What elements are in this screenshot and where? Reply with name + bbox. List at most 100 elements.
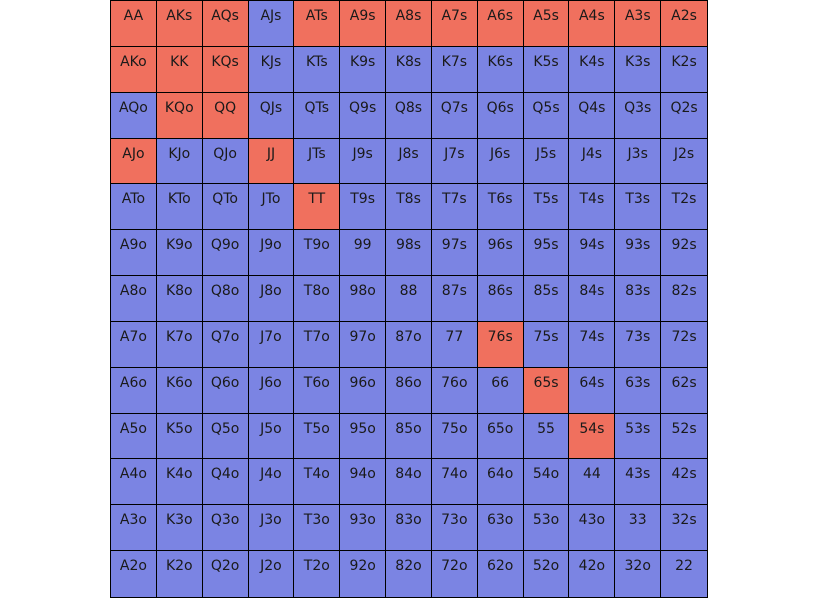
hand-cell-43s[interactable]: 43s [615,459,662,506]
hand-cell-73s[interactable]: 73s [615,321,662,368]
hand-cell-Q2o[interactable]: Q2o [202,551,249,597]
hand-cell-J3s[interactable]: J3s [615,138,662,185]
hand-cell-62o[interactable]: 62o [477,551,524,597]
hand-cell-T3o[interactable]: T3o [294,505,341,552]
hand-cell-A4s[interactable]: A4s [569,1,616,47]
hand-cell-Q9o[interactable]: Q9o [202,230,249,277]
hand-cell-Q6o[interactable]: Q6o [202,367,249,414]
hand-cell-KTo[interactable]: KTo [156,184,203,231]
hand-cell-J9s[interactable]: J9s [340,138,387,185]
hand-cell-A6o[interactable]: A6o [111,367,157,414]
hand-cell-T6o[interactable]: T6o [294,367,341,414]
hand-cell-A7o[interactable]: A7o [111,321,157,368]
hand-cell-86o[interactable]: 86o [386,367,432,414]
hand-cell-AQs[interactable]: AQs [202,1,249,47]
hand-cell-A8s[interactable]: A8s [386,1,432,47]
hand-cell-K2s[interactable]: K2s [661,46,707,93]
hand-cell-54o[interactable]: 54o [523,459,570,506]
hand-cell-82s[interactable]: 82s [661,276,707,322]
hand-cell-82o[interactable]: 82o [386,551,432,597]
hand-cell-83s[interactable]: 83s [615,276,662,322]
hand-cell-AKo[interactable]: AKo [111,46,157,93]
hand-cell-44[interactable]: 44 [569,459,616,506]
hand-cell-94o[interactable]: 94o [340,459,387,506]
hand-cell-74s[interactable]: 74s [569,321,616,368]
hand-cell-72o[interactable]: 72o [431,551,478,597]
hand-cell-AA[interactable]: AA [111,1,157,47]
hand-cell-A3s[interactable]: A3s [615,1,662,47]
hand-cell-T9o[interactable]: T9o [294,230,341,277]
hand-cell-66[interactable]: 66 [477,367,524,414]
hand-cell-A2o[interactable]: A2o [111,551,157,597]
hand-cell-98s[interactable]: 98s [386,230,432,277]
hand-cell-J5o[interactable]: J5o [248,413,295,460]
hand-cell-T8o[interactable]: T8o [294,276,341,322]
hand-cell-J6s[interactable]: J6s [477,138,524,185]
hand-cell-96o[interactable]: 96o [340,367,387,414]
hand-cell-65s[interactable]: 65s [523,367,570,414]
hand-cell-K4s[interactable]: K4s [569,46,616,93]
hand-cell-52o[interactable]: 52o [523,551,570,597]
hand-cell-Q7o[interactable]: Q7o [202,321,249,368]
hand-cell-K7o[interactable]: K7o [156,321,203,368]
hand-cell-33[interactable]: 33 [615,505,662,552]
hand-cell-J3o[interactable]: J3o [248,505,295,552]
hand-cell-TT[interactable]: TT [294,184,341,231]
hand-cell-63s[interactable]: 63s [615,367,662,414]
hand-cell-T7o[interactable]: T7o [294,321,341,368]
hand-cell-42s[interactable]: 42s [661,459,707,506]
hand-cell-AKs[interactable]: AKs [156,1,203,47]
hand-cell-T4o[interactable]: T4o [294,459,341,506]
hand-cell-73o[interactable]: 73o [431,505,478,552]
hand-cell-QJs[interactable]: QJs [248,92,295,139]
hand-cell-74o[interactable]: 74o [431,459,478,506]
hand-cell-87s[interactable]: 87s [431,276,478,322]
hand-cell-Q7s[interactable]: Q7s [431,92,478,139]
hand-cell-JTo[interactable]: JTo [248,184,295,231]
hand-cell-KJo[interactable]: KJo [156,138,203,185]
hand-cell-KJs[interactable]: KJs [248,46,295,93]
hand-cell-KTs[interactable]: KTs [294,46,341,93]
hand-cell-T8s[interactable]: T8s [386,184,432,231]
hand-cell-KK[interactable]: KK [156,46,203,93]
hand-cell-64o[interactable]: 64o [477,459,524,506]
hand-cell-QJo[interactable]: QJo [202,138,249,185]
hand-cell-K6o[interactable]: K6o [156,367,203,414]
hand-cell-85s[interactable]: 85s [523,276,570,322]
hand-cell-99[interactable]: 99 [340,230,387,277]
hand-cell-A3o[interactable]: A3o [111,505,157,552]
hand-cell-K4o[interactable]: K4o [156,459,203,506]
hand-cell-92s[interactable]: 92s [661,230,707,277]
hand-cell-QTo[interactable]: QTo [202,184,249,231]
hand-cell-K7s[interactable]: K7s [431,46,478,93]
hand-cell-T9s[interactable]: T9s [340,184,387,231]
hand-cell-52s[interactable]: 52s [661,413,707,460]
hand-cell-AQo[interactable]: AQo [111,92,157,139]
hand-cell-A7s[interactable]: A7s [431,1,478,47]
hand-cell-A5s[interactable]: A5s [523,1,570,47]
hand-cell-T2s[interactable]: T2s [661,184,707,231]
hand-cell-T5o[interactable]: T5o [294,413,341,460]
hand-cell-K2o[interactable]: K2o [156,551,203,597]
hand-cell-ATo[interactable]: ATo [111,184,157,231]
hand-cell-T7s[interactable]: T7s [431,184,478,231]
hand-cell-AJo[interactable]: AJo [111,138,157,185]
hand-cell-K8s[interactable]: K8s [386,46,432,93]
hand-cell-Q9s[interactable]: Q9s [340,92,387,139]
hand-cell-84o[interactable]: 84o [386,459,432,506]
hand-cell-54s[interactable]: 54s [569,413,616,460]
hand-cell-QTs[interactable]: QTs [294,92,341,139]
hand-cell-J7o[interactable]: J7o [248,321,295,368]
hand-cell-K9o[interactable]: K9o [156,230,203,277]
hand-cell-96s[interactable]: 96s [477,230,524,277]
hand-cell-Q8s[interactable]: Q8s [386,92,432,139]
hand-cell-J7s[interactable]: J7s [431,138,478,185]
hand-cell-43o[interactable]: 43o [569,505,616,552]
hand-cell-J9o[interactable]: J9o [248,230,295,277]
hand-cell-Q2s[interactable]: Q2s [661,92,707,139]
hand-cell-J8s[interactable]: J8s [386,138,432,185]
hand-cell-76o[interactable]: 76o [431,367,478,414]
hand-cell-Q3s[interactable]: Q3s [615,92,662,139]
hand-cell-53s[interactable]: 53s [615,413,662,460]
hand-cell-55[interactable]: 55 [523,413,570,460]
